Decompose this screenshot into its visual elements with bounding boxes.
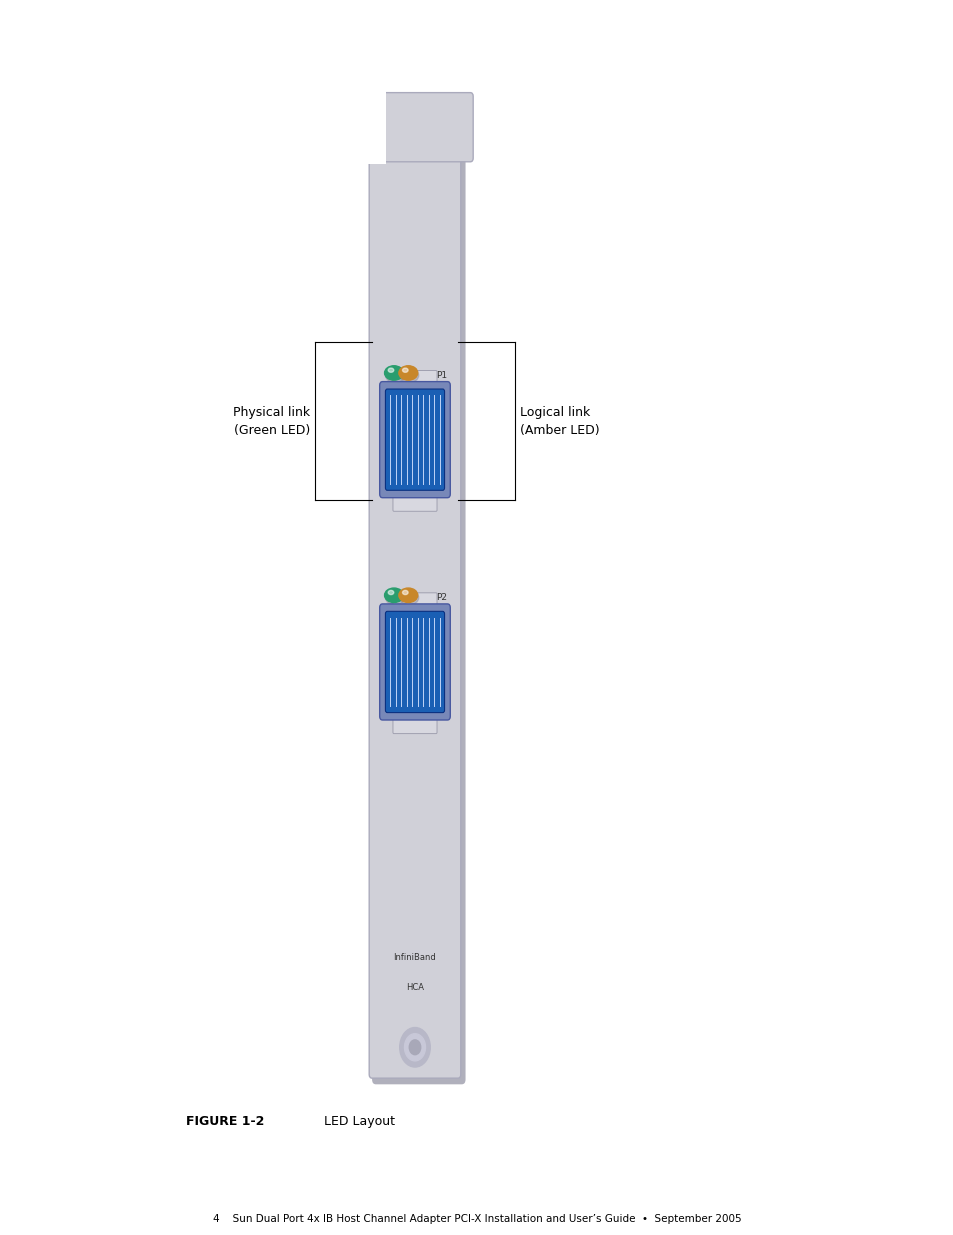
Ellipse shape [385,368,404,383]
FancyBboxPatch shape [385,611,444,713]
FancyBboxPatch shape [393,718,436,734]
Ellipse shape [402,368,408,372]
FancyBboxPatch shape [393,370,436,387]
Text: Logical link
(Amber LED): Logical link (Amber LED) [519,405,598,437]
Ellipse shape [384,366,403,380]
Text: P1: P1 [436,370,447,380]
Bar [350,90,386,164]
FancyBboxPatch shape [372,148,465,1084]
Ellipse shape [388,590,394,594]
Circle shape [399,1028,430,1067]
Text: InfiniBand: InfiniBand [394,952,436,962]
Text: Physical link
(Green LED): Physical link (Green LED) [233,405,310,437]
Ellipse shape [385,590,404,605]
Text: 4    Sun Dual Port 4x IB Host Channel Adapter PCI-X Installation and User’s Guid: 4 Sun Dual Port 4x IB Host Channel Adapt… [213,1214,740,1224]
Text: HCA: HCA [406,983,423,993]
Ellipse shape [388,368,394,372]
FancyBboxPatch shape [356,93,473,162]
FancyBboxPatch shape [369,144,460,1078]
FancyBboxPatch shape [385,389,444,490]
Text: P2: P2 [436,593,447,603]
FancyBboxPatch shape [393,495,436,511]
Circle shape [409,1040,420,1055]
Text: FIGURE 1-2: FIGURE 1-2 [186,1115,264,1128]
Ellipse shape [402,590,408,594]
Circle shape [404,1034,425,1061]
Text: LED Layout: LED Layout [324,1115,395,1128]
FancyBboxPatch shape [393,593,436,609]
Ellipse shape [398,588,417,603]
Ellipse shape [384,588,403,603]
Ellipse shape [399,368,418,383]
Ellipse shape [398,366,417,380]
Ellipse shape [399,590,418,605]
FancyBboxPatch shape [379,382,450,498]
FancyBboxPatch shape [379,604,450,720]
